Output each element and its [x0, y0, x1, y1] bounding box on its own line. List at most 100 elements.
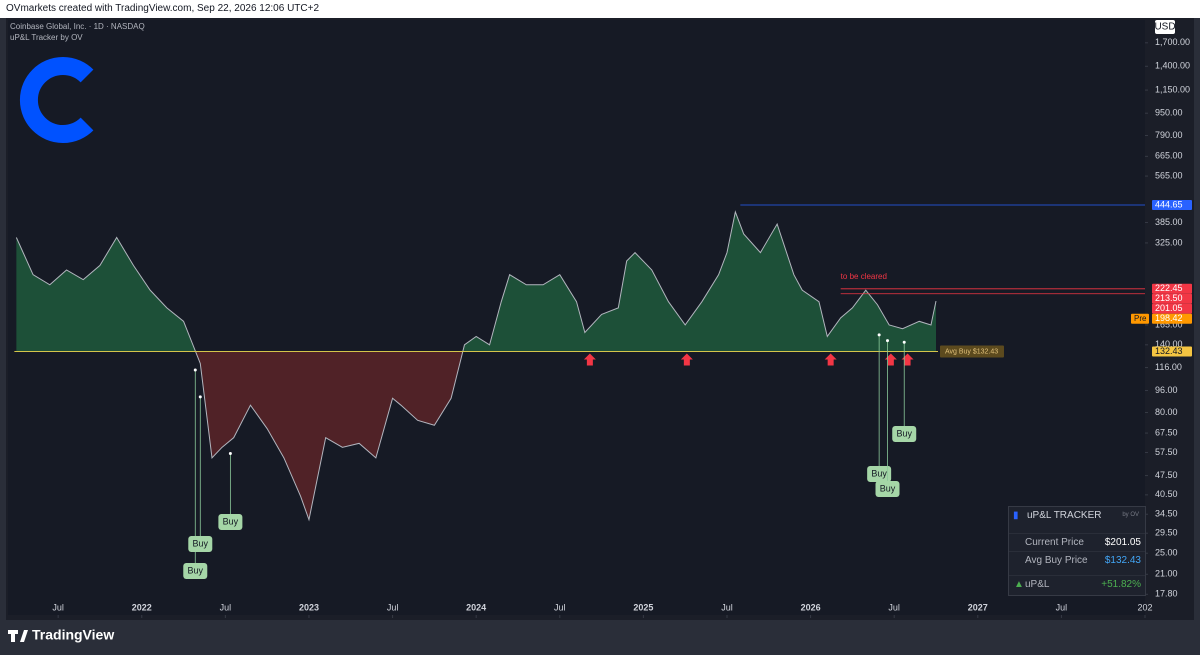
x-tick-label: Jul [220, 602, 232, 612]
buy-box [892, 426, 917, 442]
avg-buy-label: Avg Buy $132.43 [945, 348, 998, 355]
price-tag [1152, 303, 1192, 314]
tracker-row: Current Price $201.05 [1009, 533, 1145, 552]
x-tick-label: Jul [387, 602, 399, 612]
header: OVmarkets created with TradingView.com, … [0, 0, 1200, 18]
price-tag [1152, 346, 1192, 357]
y-tick-label: 165.00 [1155, 319, 1183, 329]
buy-point [193, 368, 197, 372]
row-key: uP&L [1025, 579, 1050, 590]
price-tag [1152, 293, 1192, 304]
y-tick-label: 67.50 [1155, 427, 1178, 437]
price-tag [1152, 283, 1192, 294]
currency-box [1155, 20, 1175, 34]
y-tick-label: 1,150.00 [1155, 84, 1190, 94]
y-tick-label: 29.50 [1155, 528, 1178, 538]
x-tick-label: Jul [554, 602, 566, 612]
tracker-icon: ▮ [1013, 510, 1019, 521]
support-arrow [583, 353, 596, 366]
annotation: to be cleared [841, 272, 887, 281]
row-key: Current Price [1025, 537, 1084, 548]
tracker-row: ▲ uP&L +51.82% [1009, 575, 1145, 594]
y-tick-label: 96.00 [1155, 385, 1178, 395]
buy-label: Buy [880, 483, 896, 493]
buy-label: Buy [896, 428, 912, 438]
support-arrow [680, 353, 693, 366]
up-icon: ▲ [1014, 579, 1024, 590]
row-value: $201.05 [1104, 537, 1141, 548]
price-tag-label: 444.65 [1155, 199, 1183, 209]
chart-title: Coinbase Global, Inc. · 1D · NASDAQ [10, 22, 145, 31]
price-tag-label: 213.50 [1155, 293, 1183, 303]
y-tick-label: 25.00 [1155, 548, 1178, 558]
x-tick-label: 2025 [633, 602, 653, 612]
y-tick-label: 325.00 [1155, 237, 1183, 247]
prefix-tag [1131, 313, 1149, 324]
buy-point [877, 333, 881, 337]
x-tick-label: 2022 [132, 602, 152, 612]
price-tag [1152, 313, 1192, 324]
x-tick-label: Jul [721, 602, 733, 612]
tradingview-logo: TradingView [8, 627, 114, 643]
y-tick-label: 1,700.00 [1155, 37, 1190, 47]
buy-point [198, 395, 202, 399]
price-tag-label: 198.42 [1155, 313, 1183, 323]
x-tick-label: 2026 [801, 602, 821, 612]
tracker-title: uP&L TRACKER [1027, 510, 1102, 521]
buy-label: Buy [193, 538, 209, 548]
tracker-row: Avg Buy Price $132.43 [1009, 551, 1145, 570]
buy-point [902, 340, 906, 344]
row-value: $132.43 [1104, 555, 1141, 566]
buy-box [218, 514, 243, 530]
buy-box [183, 563, 208, 579]
buy-box [188, 536, 213, 552]
buy-point [886, 339, 890, 343]
y-tick-label: 57.50 [1155, 447, 1178, 457]
row-value: +51.82% [1101, 579, 1141, 590]
price-tag [1152, 200, 1192, 211]
tracker-by: by OV [1122, 512, 1139, 518]
footer-brand: TradingView [32, 627, 114, 643]
x-tick-label: 2024 [466, 602, 486, 612]
y-tick-label: 950.00 [1155, 108, 1183, 118]
y-tick-label: 790.00 [1155, 130, 1183, 140]
price-tag-label: 132.43 [1155, 346, 1183, 356]
y-tick-label: 40.50 [1155, 489, 1178, 499]
coinbase-logo [20, 57, 94, 143]
price-line [15, 210, 937, 522]
buy-label: Buy [223, 516, 239, 526]
y-tick-label: 34.50 [1155, 509, 1178, 519]
logo-mark [8, 630, 28, 642]
currency: USD [1154, 22, 1175, 33]
buy-box [875, 481, 900, 497]
tracker-panel: ▮ uP&L TRACKER by OV Current Price $201.0… [1008, 506, 1146, 596]
x-tick-label: Jul [52, 602, 64, 612]
support-arrow [824, 353, 837, 366]
y-tick-label: 140.00 [1155, 339, 1183, 349]
y-tick-label: 385.00 [1155, 217, 1183, 227]
buy-label: Buy [871, 468, 887, 478]
price-tag-label: 201.05 [1155, 303, 1183, 313]
y-tick-label: 21.00 [1155, 569, 1178, 579]
buy-box [867, 466, 892, 482]
chart-subtitle: uP&L Tracker by OV [10, 33, 83, 42]
x-tick-label: 2023 [299, 602, 319, 612]
y-tick-label: 47.50 [1155, 470, 1178, 480]
avg-buy-tag [939, 345, 1004, 358]
row-key: Avg Buy Price [1025, 555, 1088, 566]
x-tick-label: Jul [1056, 602, 1068, 612]
y-tick-label: 565.00 [1155, 170, 1183, 180]
y-tick-label: 1,400.00 [1155, 61, 1190, 71]
x-tick-label: 2027 [968, 602, 988, 612]
x-tick-label: Jul [888, 602, 900, 612]
prefix-label: Pre [1134, 314, 1147, 323]
buy-label: Buy [188, 565, 204, 575]
y-tick-label: 80.00 [1155, 407, 1178, 417]
y-tick-label: 17.80 [1155, 589, 1178, 599]
price-tag-label: 222.45 [1155, 283, 1183, 293]
y-tick-label: 116.00 [1155, 362, 1182, 372]
y-tick-label: 665.00 [1155, 151, 1183, 161]
x-tick-label: 202 [1137, 602, 1152, 612]
